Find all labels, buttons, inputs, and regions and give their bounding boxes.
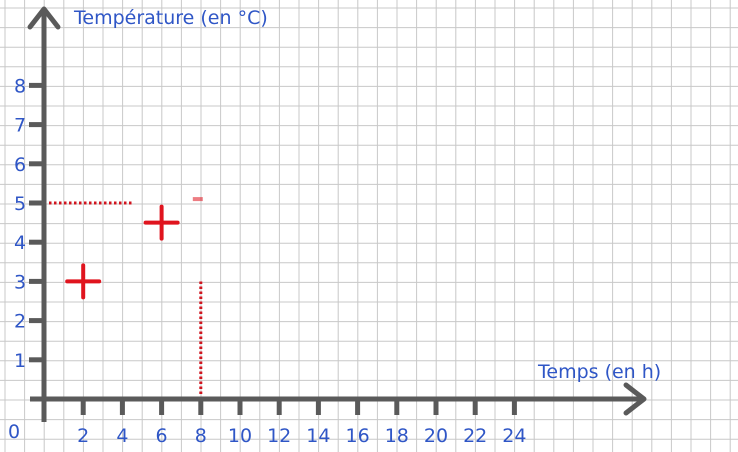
x-tick-label: 24 xyxy=(502,425,526,447)
x-tick-label: 8 xyxy=(195,425,207,447)
y-tick-label: 5 xyxy=(14,193,26,215)
y-tick-label: 1 xyxy=(14,350,26,372)
x-tick-label: 4 xyxy=(116,425,128,447)
x-tick-label: 6 xyxy=(156,425,168,447)
y-tick-label: 6 xyxy=(14,154,26,176)
x-tick-label: 12 xyxy=(267,425,291,447)
x-axis-title: Temps (en h) xyxy=(537,361,661,383)
y-tick-label: 4 xyxy=(14,232,26,254)
x-tick-label: 10 xyxy=(228,425,252,447)
origin-label: 0 xyxy=(8,421,20,443)
x-tick-label: 22 xyxy=(463,425,487,447)
x-tick-label: 18 xyxy=(385,425,409,447)
x-tick-label: 16 xyxy=(346,425,370,447)
y-tick-label: 8 xyxy=(14,75,26,97)
plus-marker xyxy=(65,263,102,300)
y-axis-arrow-icon xyxy=(27,6,61,30)
y-tick-label: 7 xyxy=(14,115,26,137)
x-tick-label: 14 xyxy=(306,425,330,447)
y-tick-label: 2 xyxy=(14,311,26,333)
axes xyxy=(27,6,647,422)
y-axis-title: Température (en °C) xyxy=(73,7,268,29)
annotations xyxy=(44,197,203,399)
x-axis-arrow-icon xyxy=(623,382,647,416)
data-points xyxy=(65,204,180,300)
x-tick-label: 2 xyxy=(77,425,89,447)
y-tick-label: 3 xyxy=(14,271,26,293)
x-tick-label: 20 xyxy=(424,425,448,447)
plus-marker xyxy=(143,204,180,241)
